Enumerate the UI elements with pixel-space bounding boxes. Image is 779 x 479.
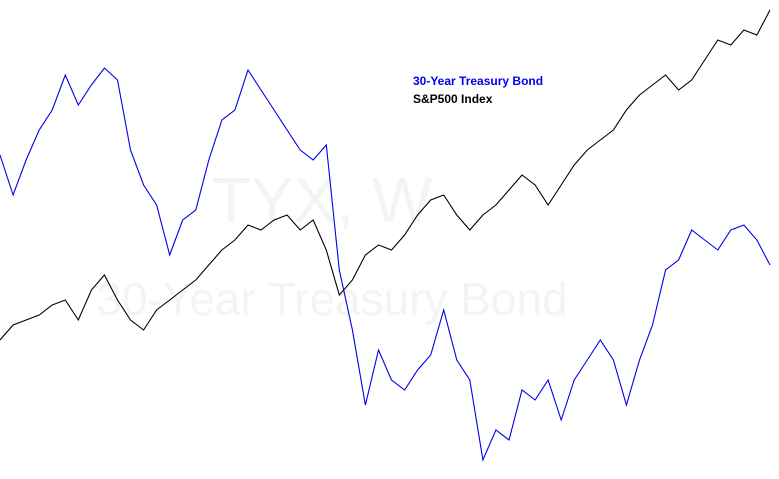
legend-entry: 30-Year Treasury Bond: [413, 74, 543, 88]
series-line: [0, 9, 771, 341]
watermark-symbol: TYX, W: [212, 164, 433, 236]
legend-entry: S&P500 Index: [413, 92, 493, 106]
series-line: [0, 67, 771, 462]
watermark-name: 30-Year Treasury Bond: [96, 273, 567, 325]
